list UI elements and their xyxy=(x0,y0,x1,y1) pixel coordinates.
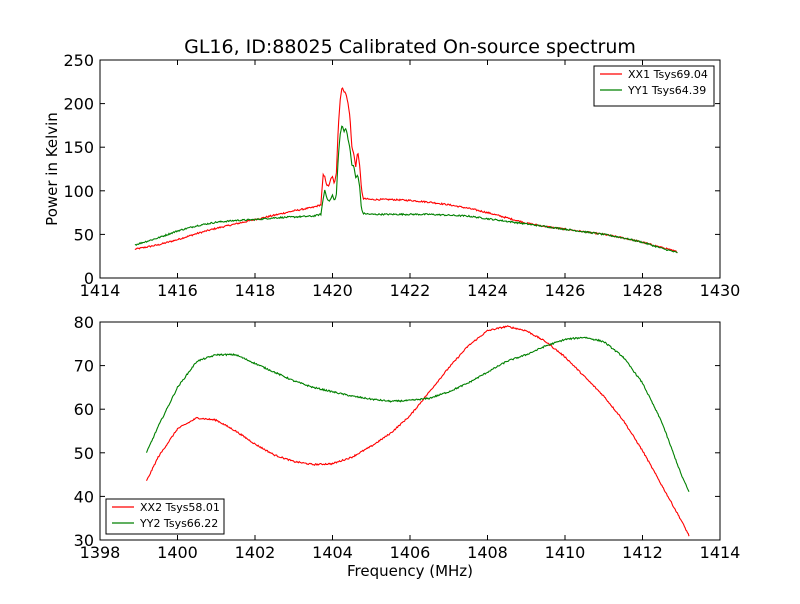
legend-label: XX1 Tsys69.04 xyxy=(628,68,708,81)
x-tick-label: 1412 xyxy=(622,543,663,562)
x-tick-label: 1420 xyxy=(312,281,353,300)
x-tick-label: 1414 xyxy=(80,281,121,300)
x-tick-label: 1428 xyxy=(622,281,663,300)
x-tick-label: 1418 xyxy=(235,281,276,300)
legend-label: XX2 Tsys58.01 xyxy=(140,501,220,514)
y-tick-label: 50 xyxy=(74,225,94,244)
x-tick-label: 1422 xyxy=(390,281,431,300)
y-axis-title: Power in Kelvin xyxy=(43,112,61,226)
legend-label: YY1 Tsys64.39 xyxy=(627,84,706,97)
y-tick-label: 40 xyxy=(74,487,94,506)
legend-box xyxy=(105,498,225,535)
y-tick-label: 50 xyxy=(74,444,94,463)
series-line xyxy=(146,325,690,537)
top-panel: 1414 1416 1418 1420 1422 1424 1426 1428 1430 0 50 1… xyxy=(43,51,740,300)
x-tick-label: 1406 xyxy=(390,543,431,562)
x-tick-label: 1404 xyxy=(312,543,353,562)
x-tick-label: 1400 xyxy=(157,543,198,562)
legend-box xyxy=(593,65,715,107)
x-tick-label: 1410 xyxy=(545,543,586,562)
y-tick-label: 150 xyxy=(63,138,94,157)
chart-title: GL16, ID:88025 Calibrated On-source spec… xyxy=(184,36,636,58)
y-tick-label: 30 xyxy=(74,531,94,550)
x-tick-label: 1414 xyxy=(700,543,741,562)
x-tick-label: 1402 xyxy=(235,543,276,562)
y-tick-label: 0 xyxy=(84,269,94,288)
y-tick-label: 100 xyxy=(63,182,94,201)
x-tick-label: 1408 xyxy=(467,543,508,562)
x-tick-label: 1430 xyxy=(700,281,741,300)
x-axis-title: Frequency (MHz) xyxy=(347,562,473,580)
series-line xyxy=(145,336,690,493)
x-tick-label: 1398 xyxy=(80,543,121,562)
x-tick-label: 1416 xyxy=(157,281,198,300)
x-tick-label: 1426 xyxy=(545,281,586,300)
y-tick-label: 200 xyxy=(63,95,94,114)
y-tick-label: 250 xyxy=(63,51,94,70)
y-tick-label: 70 xyxy=(74,357,94,376)
bottom-panel: 1398 1400 1402 1404 1406 1408 1410 1412 1414 30 40… xyxy=(74,313,741,562)
series-line xyxy=(134,87,678,254)
y-tick-label: 80 xyxy=(74,313,94,332)
series-line xyxy=(134,125,678,254)
y-tick-label: 60 xyxy=(74,400,94,419)
x-tick-label: 1424 xyxy=(467,281,508,300)
legend-label: YY2 Tsys66.22 xyxy=(139,517,218,530)
